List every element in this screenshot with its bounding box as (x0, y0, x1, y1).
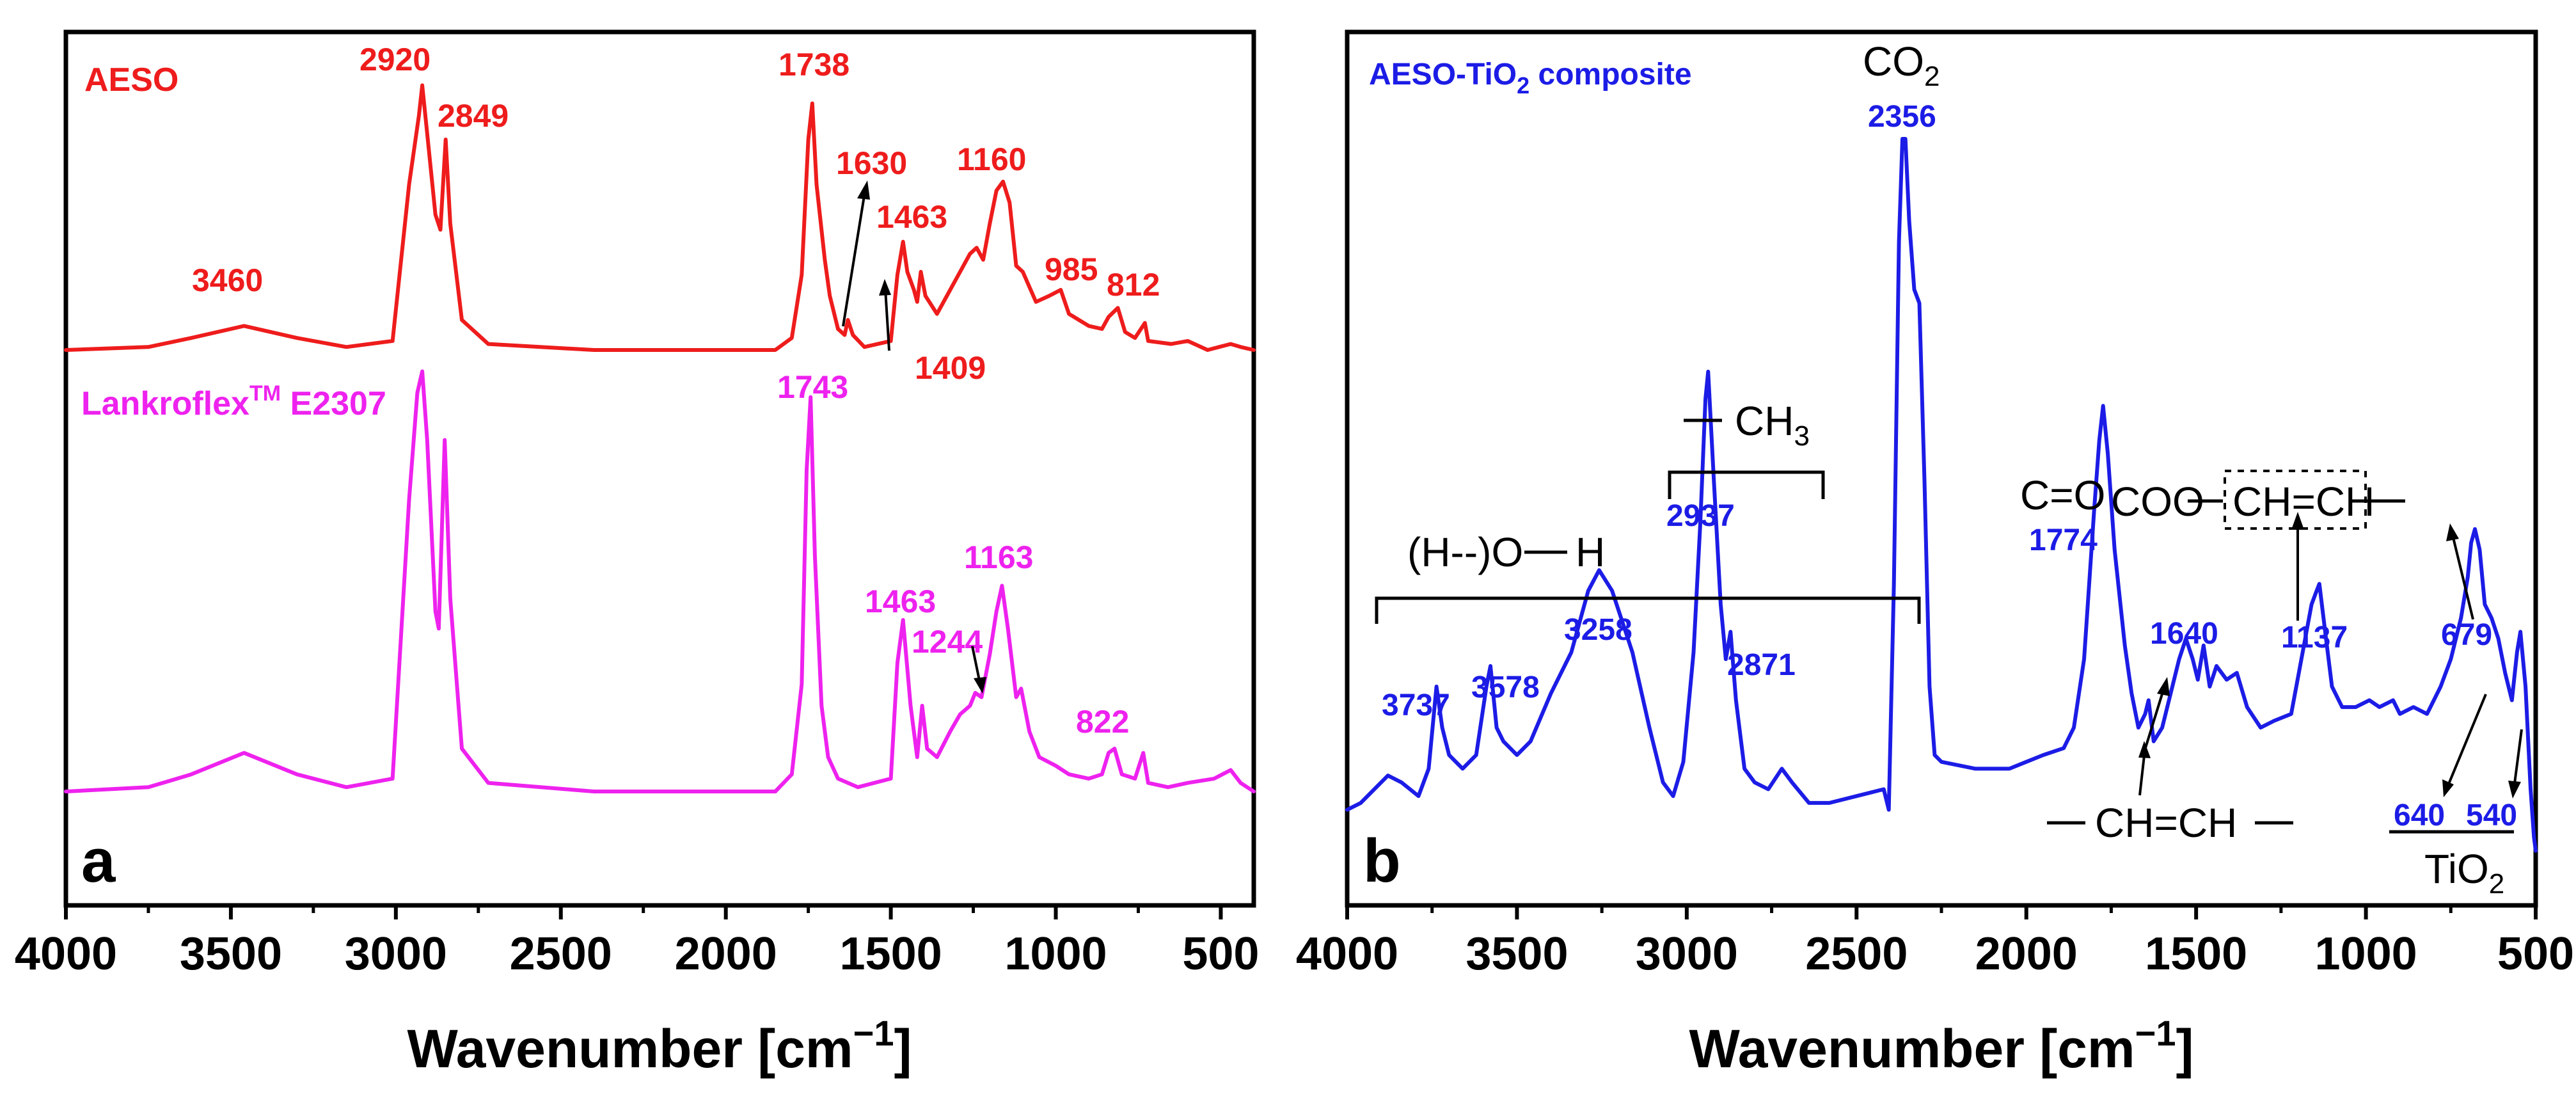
panel-b-tick-label-2500: 2500 (1805, 928, 1908, 980)
peak-label-aeso-1630: 1630 (836, 145, 907, 181)
panel-b: 4000 3500 3000 2500 2000 1500 1000 500 AESO-TiO… (1296, 29, 2574, 1079)
peak-label-lank-1244: 1244 (912, 624, 983, 660)
peak-label-540: 540 (2466, 799, 2517, 832)
annotation-co: C=O (2020, 472, 2105, 518)
arrow-1640 (2144, 687, 2165, 751)
peak-label-2937: 2937 (1666, 499, 1735, 533)
legend-lankroflex: LankroflexTM E2307 (81, 381, 386, 422)
arrow-1630 (842, 191, 866, 327)
arrow-1244 (971, 646, 981, 684)
panel-a-tick-label-2500: 2500 (510, 928, 612, 980)
bracket-ch3 (1668, 470, 1825, 499)
peak-label-aeso-1463: 1463 (876, 199, 947, 235)
series-lankroflex-line (64, 369, 1256, 793)
arrow-chch-679-head (2446, 523, 2459, 541)
arrow-chch-679 (2451, 534, 2474, 620)
arrow-1640-head (2157, 677, 2170, 696)
panel-b-tick-label-2000: 2000 (1975, 928, 2078, 980)
panel-a-tick-label-2000: 2000 (675, 928, 777, 980)
peak-label-640: 640 (2394, 799, 2445, 832)
panel-a-tick-label-4000: 4000 (15, 928, 117, 980)
arrow-chch-head (2138, 741, 2151, 758)
panel-a-x-axis-title: Wavenumber [cm−1] (407, 1013, 912, 1079)
annotation-co2: CO2 (1863, 38, 1940, 92)
arrow-640 (2446, 694, 2487, 788)
peak-label-1640: 1640 (2150, 617, 2218, 651)
arrow-1630-head (857, 180, 870, 200)
panel-b-tick-label-4000: 4000 (1296, 928, 1398, 980)
peak-label-aeso-1409: 1409 (915, 350, 986, 386)
arrow-540-head (2508, 781, 2521, 799)
panel-a-tick-label-1000: 1000 (1004, 928, 1107, 980)
panel-b-tick-label-3500: 3500 (1466, 928, 1568, 980)
arrow-coo-1137-head (2291, 512, 2304, 530)
annotation-oh-h: H (1576, 529, 1605, 575)
peak-label-lank-1463: 1463 (865, 584, 936, 619)
panel-a: 4000 3500 3000 2500 2000 1500 1000 500 AESO Lan… (15, 29, 1260, 1079)
arrow-1244-head (974, 677, 986, 694)
arrow-1409-head (879, 279, 891, 296)
legend-composite: AESO-TiO2 composite (1369, 58, 1692, 99)
panel-b-frame (1345, 29, 2538, 908)
series-composite-line (1345, 137, 2538, 853)
panel-b-label: b (1363, 827, 1401, 895)
panel-b-x-tick-labels: 4000 3500 3000 2500 2000 1500 1000 500 (1296, 928, 2574, 980)
panel-a-frame (63, 29, 1256, 908)
panel-a-tick-label-3000: 3000 (345, 928, 447, 980)
peak-label-aeso-3460: 3460 (192, 262, 263, 298)
panel-b-tick-label-1500: 1500 (2145, 928, 2247, 980)
peak-label-lank-1163: 1163 (964, 539, 1033, 575)
panel-a-label: a (81, 827, 116, 895)
annotation-tio2: TiO2 (2424, 846, 2504, 900)
peak-label-2871: 2871 (1727, 648, 1796, 682)
peak-label-2356: 2356 (1868, 100, 1936, 134)
panel-b-x-ticks (1345, 905, 2538, 919)
annotation-chch-top: CH=CH (2232, 479, 2375, 525)
series-aeso-line (64, 83, 1256, 352)
annotation-ch3: CH3 (1735, 398, 1810, 452)
peak-label-aeso-985: 985 (1045, 251, 1098, 287)
panel-b-x-axis-title: Wavenumber [cm−1] (1689, 1013, 2194, 1079)
peak-label-aeso-1160: 1160 (957, 141, 1026, 177)
arrow-1409 (884, 289, 890, 351)
peak-label-3258: 3258 (1564, 613, 1632, 647)
peak-label-aeso-2920: 2920 (360, 42, 431, 77)
annotation-oh: (H--)O (1407, 529, 1523, 575)
annotation-chch-bottom: CH=CH (2095, 800, 2237, 846)
panel-b-tick-label-1000: 1000 (2314, 928, 2417, 980)
panel-a-tick-label-500: 500 (1182, 928, 1259, 980)
peak-label-aeso-2849: 2849 (438, 98, 509, 134)
peak-label-3737: 3737 (1382, 688, 1450, 722)
peak-label-3578: 3578 (1471, 671, 1540, 704)
peak-label-lank-1743: 1743 (777, 369, 848, 405)
peak-label-679: 679 (2441, 618, 2492, 652)
peak-label-1774: 1774 (2029, 523, 2098, 557)
panel-b-tick-label-3000: 3000 (1636, 928, 1738, 980)
peak-label-1137: 1137 (2281, 621, 2348, 655)
panel-b-tick-label-500: 500 (2497, 928, 2574, 980)
peak-label-lank-822: 822 (1076, 704, 1129, 740)
panel-a-tick-label-3500: 3500 (180, 928, 282, 980)
bracket-oh (1375, 596, 1921, 624)
peak-label-aeso-812: 812 (1107, 267, 1160, 303)
peak-label-aeso-1738: 1738 (778, 47, 849, 83)
arrow-640-head (2442, 779, 2454, 797)
panel-a-x-tick-labels: 4000 3500 3000 2500 2000 1500 1000 500 (15, 928, 1260, 980)
panel-a-x-ticks (64, 905, 1223, 919)
legend-aeso: AESO (84, 61, 178, 99)
panel-a-tick-label-1500: 1500 (839, 928, 942, 980)
arrow-540 (2513, 729, 2523, 789)
